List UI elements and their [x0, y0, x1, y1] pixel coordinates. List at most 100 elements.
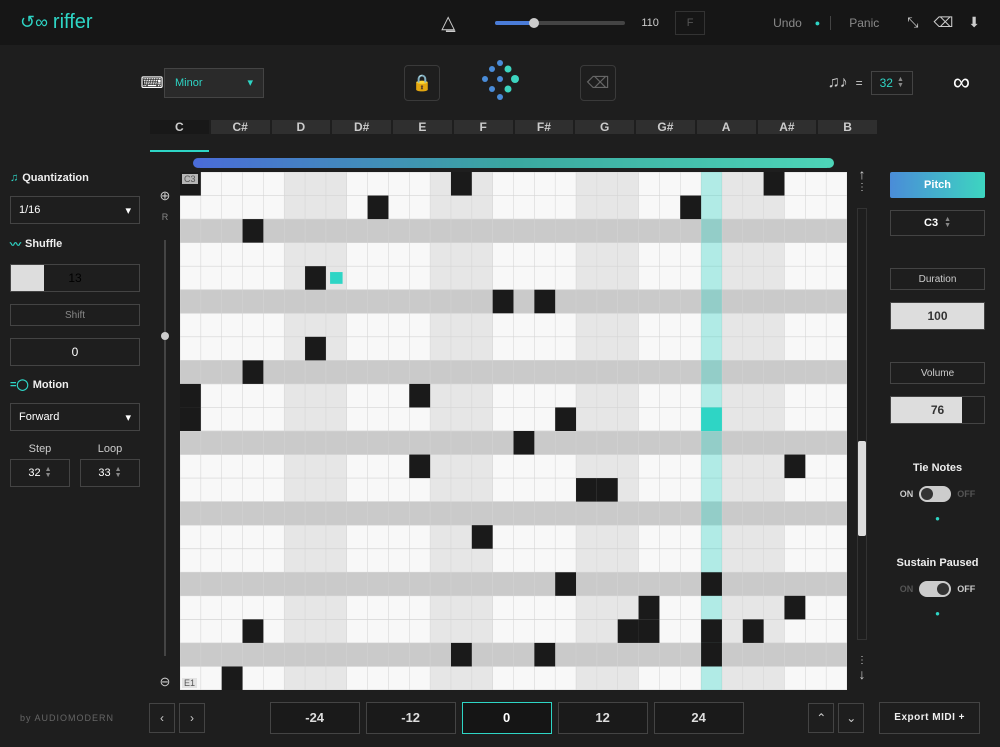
- range-vslider[interactable]: [164, 240, 166, 656]
- eraser-button[interactable]: ⌫: [580, 65, 616, 101]
- lock-button[interactable]: 🔒: [404, 65, 440, 101]
- sustain-indicator-dot: ●: [890, 609, 985, 618]
- scroll-thumb[interactable]: [858, 441, 866, 536]
- dots-icon: ⋮: [857, 655, 867, 666]
- next-button[interactable]: ›: [179, 703, 205, 733]
- subdivision-value: 32: [880, 76, 893, 90]
- octave-up-button[interactable]: ⌃: [808, 703, 834, 733]
- equals-label: =: [856, 76, 863, 90]
- volume-label: Volume: [890, 362, 985, 384]
- note-tab-c[interactable]: C: [150, 120, 209, 134]
- tie-notes-toggle-row: ON OFF: [890, 486, 985, 502]
- note-tab-fsharp[interactable]: F#: [515, 120, 574, 134]
- zoom-out-icon[interactable]: ⊖: [160, 674, 171, 690]
- transpose-24[interactable]: 24: [654, 702, 744, 734]
- stepper-arrows-icon: ▲▼: [897, 77, 904, 89]
- subdivision-area: ♫♪ = 32 ▲▼: [828, 71, 913, 95]
- shift-label: Shift: [10, 304, 140, 326]
- bottom-bar: by AUDIOMODERN ‹ › -24-1201224 ⌃ ⌄ Expor…: [0, 690, 1000, 745]
- sustain-toggle[interactable]: [919, 581, 951, 597]
- octave-down-button[interactable]: ⌄: [838, 703, 864, 733]
- notes-icon: ♫♪: [828, 74, 848, 92]
- step-stepper[interactable]: 32▲▼: [10, 459, 70, 487]
- prev-button[interactable]: ‹: [149, 703, 175, 733]
- note-tab-f[interactable]: F: [454, 120, 513, 134]
- note-tab-gsharp[interactable]: G#: [636, 120, 695, 134]
- duration-input[interactable]: 100: [890, 302, 985, 330]
- tempo-value[interactable]: 110: [635, 17, 665, 29]
- transpose-neg12[interactable]: -12: [366, 702, 456, 734]
- piano-roll-svg[interactable]: [180, 172, 847, 690]
- vslider-thumb[interactable]: [161, 332, 169, 340]
- panic-button[interactable]: Panic: [841, 12, 887, 34]
- tempo-slider[interactable]: [495, 21, 625, 25]
- top-icons: ⤡ ⌫ ⬇: [907, 14, 980, 31]
- keyboard-icon[interactable]: ⌨: [140, 71, 164, 95]
- pitch-value[interactable]: C3▲▼: [890, 210, 985, 236]
- center-area: CC#DD#EFF#GG#AA#B ⊕ R ⊖ C3 E1: [150, 120, 885, 690]
- sustain-toggle-row: ON OFF: [890, 581, 985, 597]
- note-tabs: CC#DD#EFF#GG#AA#B: [150, 120, 877, 150]
- tie-indicator-dot: ●: [890, 514, 985, 523]
- tempo-thumb[interactable]: [529, 18, 539, 28]
- motion-select[interactable]: Forward▾: [10, 403, 140, 431]
- wave-icon: 〰: [10, 236, 21, 252]
- undo-indicator-dot: ●: [815, 18, 820, 28]
- note-tab-csharp[interactable]: C#: [211, 120, 270, 134]
- quantization-select[interactable]: 1/16▾: [10, 196, 140, 224]
- app-logo: ↺∞ riffer: [20, 11, 93, 34]
- range-bar[interactable]: [195, 158, 832, 168]
- scale-select[interactable]: Minor ▾: [164, 68, 264, 98]
- infinity-button[interactable]: ∞: [953, 69, 970, 97]
- bottom-note-label: E1: [182, 678, 197, 688]
- loop-label: Loop: [80, 443, 140, 455]
- loop-stepper[interactable]: 33▲▼: [80, 459, 140, 487]
- sustain-on-label: ON: [900, 584, 914, 594]
- transpose-neg24[interactable]: -24: [270, 702, 360, 734]
- download-icon[interactable]: ⬇: [968, 14, 980, 31]
- top-note-label: C3: [182, 174, 198, 184]
- note-tab-e[interactable]: E: [393, 120, 452, 134]
- range-reset-label[interactable]: R: [162, 212, 169, 222]
- note-tab-g[interactable]: G: [575, 120, 634, 134]
- undo-button[interactable]: Undo: [765, 12, 810, 34]
- collapse-icon[interactable]: ⤡: [907, 14, 918, 31]
- main-area: ♫Quantization 1/16▾ 〰Shuffle 13 Shift 0 …: [0, 120, 1000, 690]
- note-tab-dsharp[interactable]: D#: [332, 120, 391, 134]
- shuffle-input[interactable]: 13: [10, 264, 140, 292]
- sustain-off-label: OFF: [957, 584, 975, 594]
- sub-header: ⌨ Minor ▾ 🔒 ⌫ ♫♪ = 32 ▲▼ ∞: [0, 45, 1000, 120]
- note-tab-a[interactable]: A: [697, 120, 756, 134]
- chevron-down-icon: ▾: [125, 411, 131, 424]
- grid-main: C3 E1: [180, 158, 847, 690]
- chevron-down-icon: ▾: [125, 204, 131, 217]
- metronome-icon[interactable]: △̲: [441, 12, 455, 33]
- tempo-box[interactable]: F: [675, 11, 705, 35]
- transpose-0[interactable]: 0: [462, 702, 552, 734]
- note-tab-asharp[interactable]: A#: [758, 120, 817, 134]
- range-handle-right[interactable]: [824, 158, 834, 168]
- arrow-up-icon[interactable]: ↑: [859, 166, 866, 182]
- pitch-header[interactable]: Pitch: [890, 172, 985, 198]
- vscrollbar[interactable]: [857, 208, 867, 640]
- piano-roll[interactable]: C3 E1: [180, 172, 847, 690]
- grid-right-tools: ↑ ⋮ ⋮ ↓: [847, 158, 877, 690]
- subdivision-stepper[interactable]: 32 ▲▼: [871, 71, 913, 95]
- export-midi-button[interactable]: Export MIDI +: [879, 702, 980, 734]
- arrow-down-icon[interactable]: ↓: [859, 666, 866, 682]
- volume-input[interactable]: 76: [890, 396, 985, 424]
- transpose-12[interactable]: 12: [558, 702, 648, 734]
- tie-notes-toggle[interactable]: [919, 486, 951, 502]
- undo-area: Undo ● Panic: [765, 12, 887, 34]
- range-handle-left[interactable]: [193, 158, 203, 168]
- shift-input[interactable]: 0: [10, 338, 140, 366]
- grid-area: ⊕ R ⊖ C3 E1 ↑ ⋮ ⋮: [150, 158, 877, 690]
- tempo-area: 110 F: [495, 11, 705, 35]
- randomize-button[interactable]: [470, 51, 530, 114]
- branding-text: by AUDIOMODERN: [20, 713, 114, 723]
- erase-top-icon[interactable]: ⌫: [933, 14, 953, 31]
- note-tab-d[interactable]: D: [272, 120, 331, 134]
- top-bar: ↺∞ riffer △̲ 110 F Undo ● Panic ⤡ ⌫ ⬇: [0, 0, 1000, 45]
- note-tab-b[interactable]: B: [818, 120, 877, 134]
- zoom-in-icon[interactable]: ⊕: [160, 188, 171, 204]
